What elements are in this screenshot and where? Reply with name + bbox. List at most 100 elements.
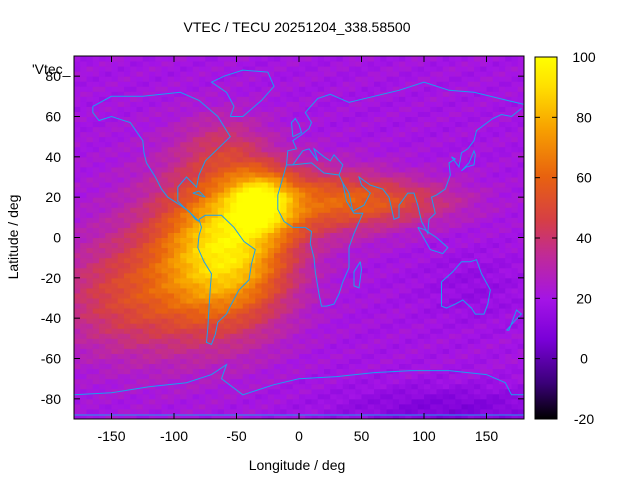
heatmap-cell <box>180 192 187 198</box>
heatmap-cell <box>492 141 500 148</box>
heatmap-cell <box>417 368 425 375</box>
heatmap-cell <box>236 267 244 274</box>
heatmap-cell <box>380 378 387 385</box>
heatmap-cell <box>192 81 200 87</box>
heatmap-cell <box>180 96 187 102</box>
heatmap-cell <box>411 358 419 365</box>
heatmap-cell <box>274 106 281 112</box>
heatmap-cell <box>111 247 119 254</box>
heatmap-cell <box>492 247 500 254</box>
heatmap-cell <box>161 398 169 405</box>
heatmap-cell <box>230 111 237 117</box>
heatmap-cell <box>449 166 456 173</box>
heatmap-cell <box>230 232 237 238</box>
heatmap-cell <box>480 378 487 385</box>
heatmap-cell <box>105 318 112 324</box>
heatmap-cell <box>480 156 487 163</box>
heatmap-cell <box>467 237 475 244</box>
heatmap-cell <box>336 368 344 375</box>
heatmap-cell <box>174 96 181 102</box>
heatmap-cell <box>355 292 362 299</box>
heatmap-cell <box>436 298 444 304</box>
heatmap-cell <box>80 146 87 153</box>
heatmap-cell <box>292 403 300 410</box>
heatmap-cell <box>455 272 462 279</box>
heatmap-cell <box>224 348 231 354</box>
heatmap-cell <box>324 212 331 218</box>
heatmap-cell <box>261 403 269 410</box>
heatmap-cell <box>336 96 344 102</box>
heatmap-cell <box>442 222 450 228</box>
heatmap-cell <box>424 197 431 203</box>
heatmap-cell <box>124 197 131 203</box>
heatmap-cell <box>430 363 437 370</box>
heatmap-cell <box>99 292 106 299</box>
heatmap-cell <box>167 217 175 223</box>
heatmap-cell <box>242 333 250 339</box>
heatmap-cell <box>211 408 219 415</box>
heatmap-cell <box>317 81 325 87</box>
heatmap-cell <box>330 343 337 349</box>
heatmap-cell <box>499 91 506 97</box>
heatmap-cell <box>261 131 269 138</box>
heatmap-cell <box>480 111 487 117</box>
heatmap-cell <box>405 242 412 249</box>
heatmap-cell <box>217 81 225 87</box>
heatmap-cell <box>486 106 494 112</box>
heatmap-cell <box>480 348 487 354</box>
heatmap-cell <box>180 378 187 385</box>
heatmap-cell <box>467 106 475 112</box>
heatmap-cell <box>192 76 200 82</box>
heatmap-cell <box>92 136 100 143</box>
heatmap-cell <box>392 267 400 274</box>
heatmap-cell <box>217 111 225 117</box>
heatmap-cell <box>280 328 287 334</box>
heatmap-cell <box>242 328 250 334</box>
heatmap-cell <box>224 257 231 264</box>
heatmap-cell <box>342 242 350 249</box>
heatmap-cell <box>205 333 212 339</box>
heatmap-cell <box>517 232 525 238</box>
heatmap-cell <box>174 177 181 183</box>
heatmap-cell <box>461 298 469 304</box>
heatmap-cell <box>361 282 369 289</box>
heatmap-cell <box>342 308 350 314</box>
heatmap-cell <box>455 277 462 284</box>
heatmap-cell <box>217 242 225 249</box>
heatmap-cell <box>217 116 225 123</box>
heatmap-cell <box>299 388 306 395</box>
heatmap-cell <box>336 101 344 107</box>
heatmap-cell <box>286 338 294 344</box>
heatmap-cell <box>449 161 456 168</box>
heatmap-cell <box>330 247 337 254</box>
heatmap-cell <box>280 348 287 354</box>
heatmap-cell <box>211 91 219 97</box>
heatmap-cell <box>236 287 244 294</box>
heatmap-cell <box>80 171 87 178</box>
heatmap-cell <box>236 101 244 107</box>
heatmap-cell <box>311 81 319 87</box>
heatmap-cell <box>111 323 119 329</box>
heatmap-cell <box>105 71 112 77</box>
heatmap-cell <box>311 282 319 289</box>
heatmap-cell <box>399 161 406 168</box>
heatmap-cell <box>361 86 369 92</box>
heatmap-cell <box>505 202 512 208</box>
heatmap-cell <box>486 252 494 259</box>
heatmap-cell <box>205 413 212 420</box>
heatmap-cell <box>386 262 394 269</box>
heatmap-cell <box>105 76 112 82</box>
heatmap-cell <box>155 343 162 349</box>
heatmap-cell <box>242 368 250 375</box>
heatmap-cell <box>230 96 237 102</box>
heatmap-cell <box>230 202 237 208</box>
heatmap-cell <box>405 353 412 359</box>
heatmap-cell <box>492 343 500 349</box>
heatmap-cell <box>199 106 206 112</box>
heatmap-cell <box>511 177 519 183</box>
heatmap-cell <box>386 212 394 218</box>
heatmap-cell <box>455 171 462 178</box>
heatmap-cell <box>486 328 494 334</box>
heatmap-cell <box>336 106 344 112</box>
heatmap-cell <box>267 101 275 107</box>
